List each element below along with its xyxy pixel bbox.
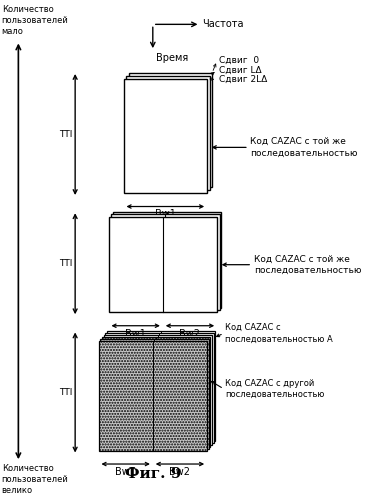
Text: Код CAZAC с той же
последовательностью: Код CAZAC с той же последовательностью	[250, 138, 358, 158]
Bar	[108, 217, 217, 312]
Bar	[111, 214, 220, 310]
Text: Код CAZAC с другой
последовательностью: Код CAZAC с другой последовательностью	[226, 379, 325, 399]
Bar	[105, 334, 214, 443]
Text: Частота: Частота	[202, 20, 243, 30]
Text: Сдвиг LΔ: Сдвиг LΔ	[219, 66, 261, 74]
Text: Сдвиг  0: Сдвиг 0	[219, 56, 259, 65]
Text: Время: Время	[156, 53, 188, 63]
Bar	[107, 332, 215, 441]
Text: Bw1: Bw1	[115, 467, 136, 477]
Text: Bw2: Bw2	[180, 328, 200, 338]
Bar	[99, 341, 207, 450]
Bar	[128, 73, 212, 188]
Text: Bw2: Bw2	[169, 467, 191, 477]
Text: Код CAZAC с
последовательностью А: Код CAZAC с последовательностью А	[226, 324, 333, 344]
Text: ТТI: ТТI	[59, 130, 73, 139]
Bar	[102, 337, 210, 447]
Bar	[100, 339, 209, 449]
Bar	[104, 336, 212, 445]
Text: Bw1: Bw1	[125, 328, 146, 338]
Bar	[124, 78, 207, 193]
Text: Сдвиг 2LΔ: Сдвиг 2LΔ	[219, 75, 267, 84]
Text: Код CAZAC с той же
последовательностью: Код CAZAC с той же последовательностью	[254, 254, 361, 274]
Bar	[126, 76, 210, 190]
Text: Фиг. 9: Фиг. 9	[124, 467, 181, 481]
Text: Количество
пользователей
мало: Количество пользователей мало	[2, 4, 68, 36]
Text: ТТI: ТТI	[59, 388, 73, 397]
Bar	[113, 212, 221, 308]
Text: ТТI: ТТI	[59, 259, 73, 268]
Text: Количество
пользователей
велико: Количество пользователей велико	[2, 464, 68, 495]
Text: Bw1: Bw1	[155, 210, 176, 220]
